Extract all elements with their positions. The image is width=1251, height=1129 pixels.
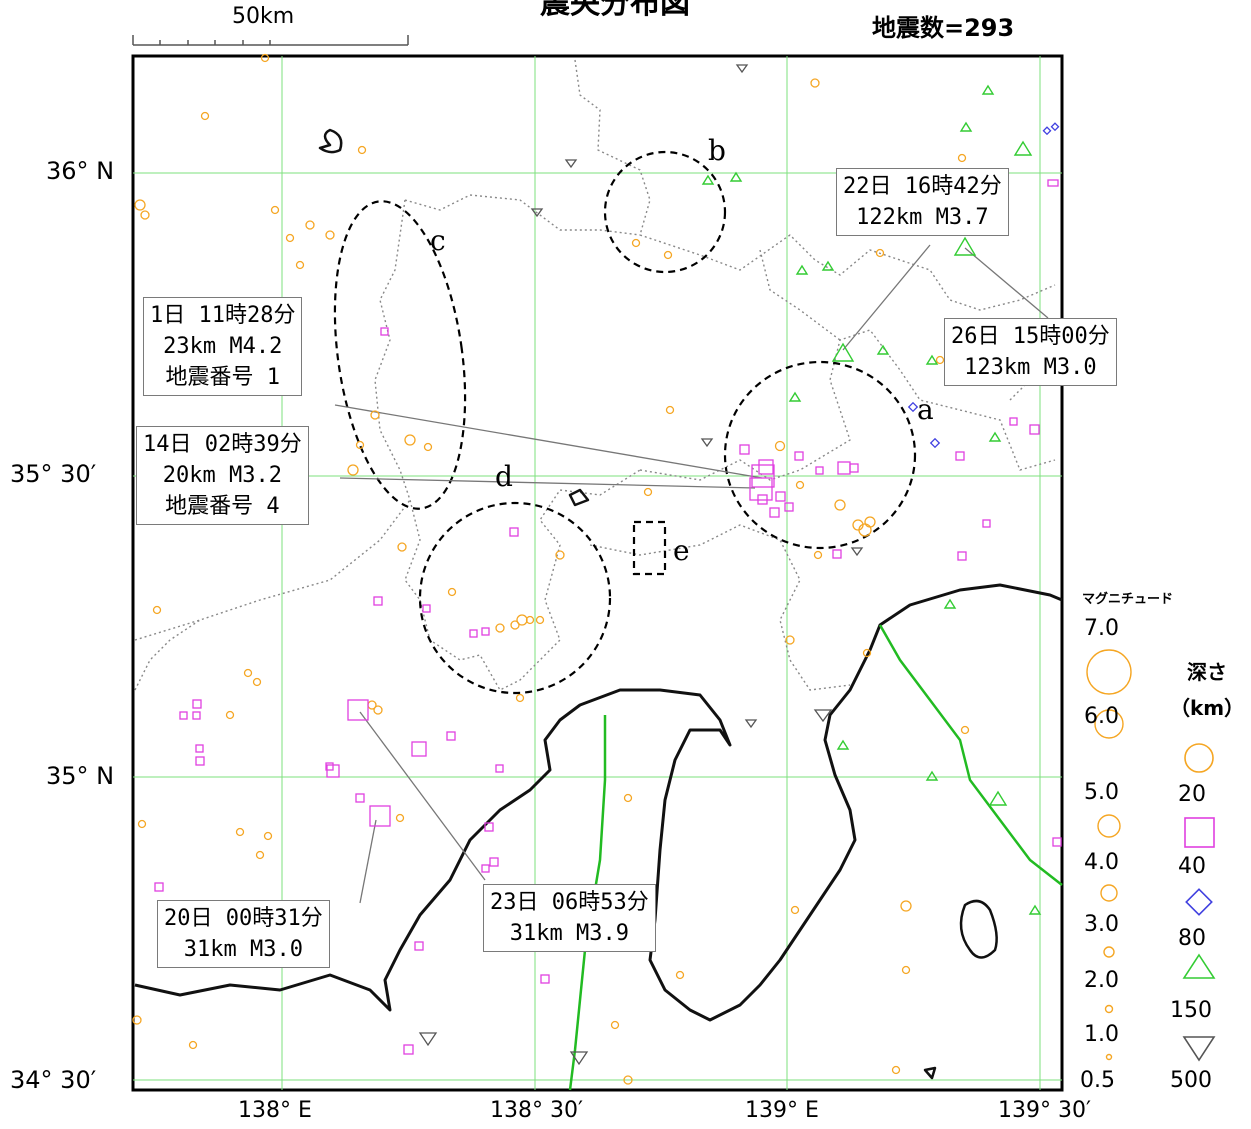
legend-mag-1: 1.0 — [1084, 1022, 1119, 1047]
prefecture-boundaries — [134, 59, 1056, 691]
legend-depth-markers — [1182, 743, 1216, 1062]
callout-leaders — [334, 244, 1049, 904]
callout-1d-1128: 1日 11時28分 23km M4.2 地震番号 1 — [143, 297, 303, 396]
callout-line: 23日 06時53分 — [490, 890, 649, 915]
callout-line: 20日 00時31分 — [164, 906, 323, 931]
lon-label-138: 138° E — [238, 1098, 312, 1123]
callout-line: 23km M4.2 — [163, 334, 283, 359]
lat-label-34-30: 34° 30′ — [10, 1066, 97, 1094]
legend-mag-6: 6.0 — [1084, 704, 1119, 729]
legend-mag-0-5: 0.5 — [1080, 1068, 1115, 1093]
epicenters-150km — [701, 84, 1042, 915]
region-label-d: d — [495, 460, 513, 493]
legend-depth-unit: （km） — [1170, 696, 1245, 720]
callout-line: 1日 11時28分 — [150, 303, 296, 328]
callout-line: 20km M3.2 — [162, 463, 282, 488]
legend-mag-4: 4.0 — [1084, 850, 1119, 875]
legend-magnitude-markers — [1086, 649, 1132, 1061]
legend-depth-500: 500 — [1170, 1068, 1212, 1093]
map-title: 震央分布図 — [540, 0, 690, 21]
callout-line: 地震番号 1 — [165, 365, 280, 390]
coastline — [134, 128, 1063, 1080]
legend-depth-150: 150 — [1170, 998, 1212, 1023]
epicenters-500km — [418, 64, 864, 1066]
callout-line: 31km M3.9 — [509, 921, 629, 946]
region-label-c: c — [430, 224, 446, 257]
callout-line: 123km M3.0 — [964, 355, 1097, 380]
callout-line: 26日 15時00分 — [951, 324, 1110, 349]
region-circles — [333, 150, 917, 695]
legend-magnitude-title: マグニチュード — [1082, 592, 1174, 607]
scale-bar — [132, 35, 409, 46]
callout-23d-0653: 23日 06時53分 31km M3.9 — [483, 884, 656, 952]
lat-label-35: 35° N — [46, 762, 115, 790]
lat-label-36: 36° N — [46, 157, 115, 185]
epicenters-80km — [907, 122, 1060, 449]
lon-label-138-30: 138° 30′ — [490, 1098, 583, 1123]
callout-line: 地震番号 4 — [165, 494, 280, 519]
callout-line: 22日 16時42分 — [843, 174, 1002, 199]
epicenters-20km — [132, 53, 970, 1085]
legend-depth-20: 20 — [1178, 782, 1206, 807]
scale-bar-label: 50km — [232, 4, 295, 29]
callout-22d-1642: 22日 16時42分 122km M3.7 — [836, 168, 1009, 236]
legend-mag-5: 5.0 — [1084, 780, 1119, 805]
legend-depth-40: 40 — [1178, 854, 1206, 879]
callout-line: 122km M3.7 — [856, 205, 989, 230]
lon-label-139: 139° E — [745, 1098, 819, 1123]
region-label-a: a — [917, 393, 934, 426]
earthquake-count: 地震数=293 — [872, 14, 1015, 42]
legend-depth-title: 深さ — [1187, 660, 1227, 684]
epicenters-40km — [154, 179, 1062, 1055]
callout-line: 31km M3.0 — [183, 937, 303, 962]
callout-line: 14日 02時39分 — [143, 432, 302, 457]
lon-label-139-30: 139° 30′ — [998, 1098, 1091, 1123]
callout-14d-0239: 14日 02時39分 20km M3.2 地震番号 4 — [136, 426, 309, 525]
callout-20d-0031: 20日 00時31分 31km M3.0 — [157, 900, 330, 968]
legend-mag-3: 3.0 — [1084, 912, 1119, 937]
region-label-e: e — [673, 534, 690, 567]
lat-label-35-30: 35° 30′ — [10, 460, 97, 488]
callout-26d-1500: 26日 15時00分 123km M3.0 — [944, 318, 1117, 386]
legend-depth-80: 80 — [1178, 926, 1206, 951]
region-label-b: b — [708, 134, 726, 167]
legend-mag-2: 2.0 — [1084, 968, 1119, 993]
legend-mag-7: 7.0 — [1084, 616, 1119, 641]
